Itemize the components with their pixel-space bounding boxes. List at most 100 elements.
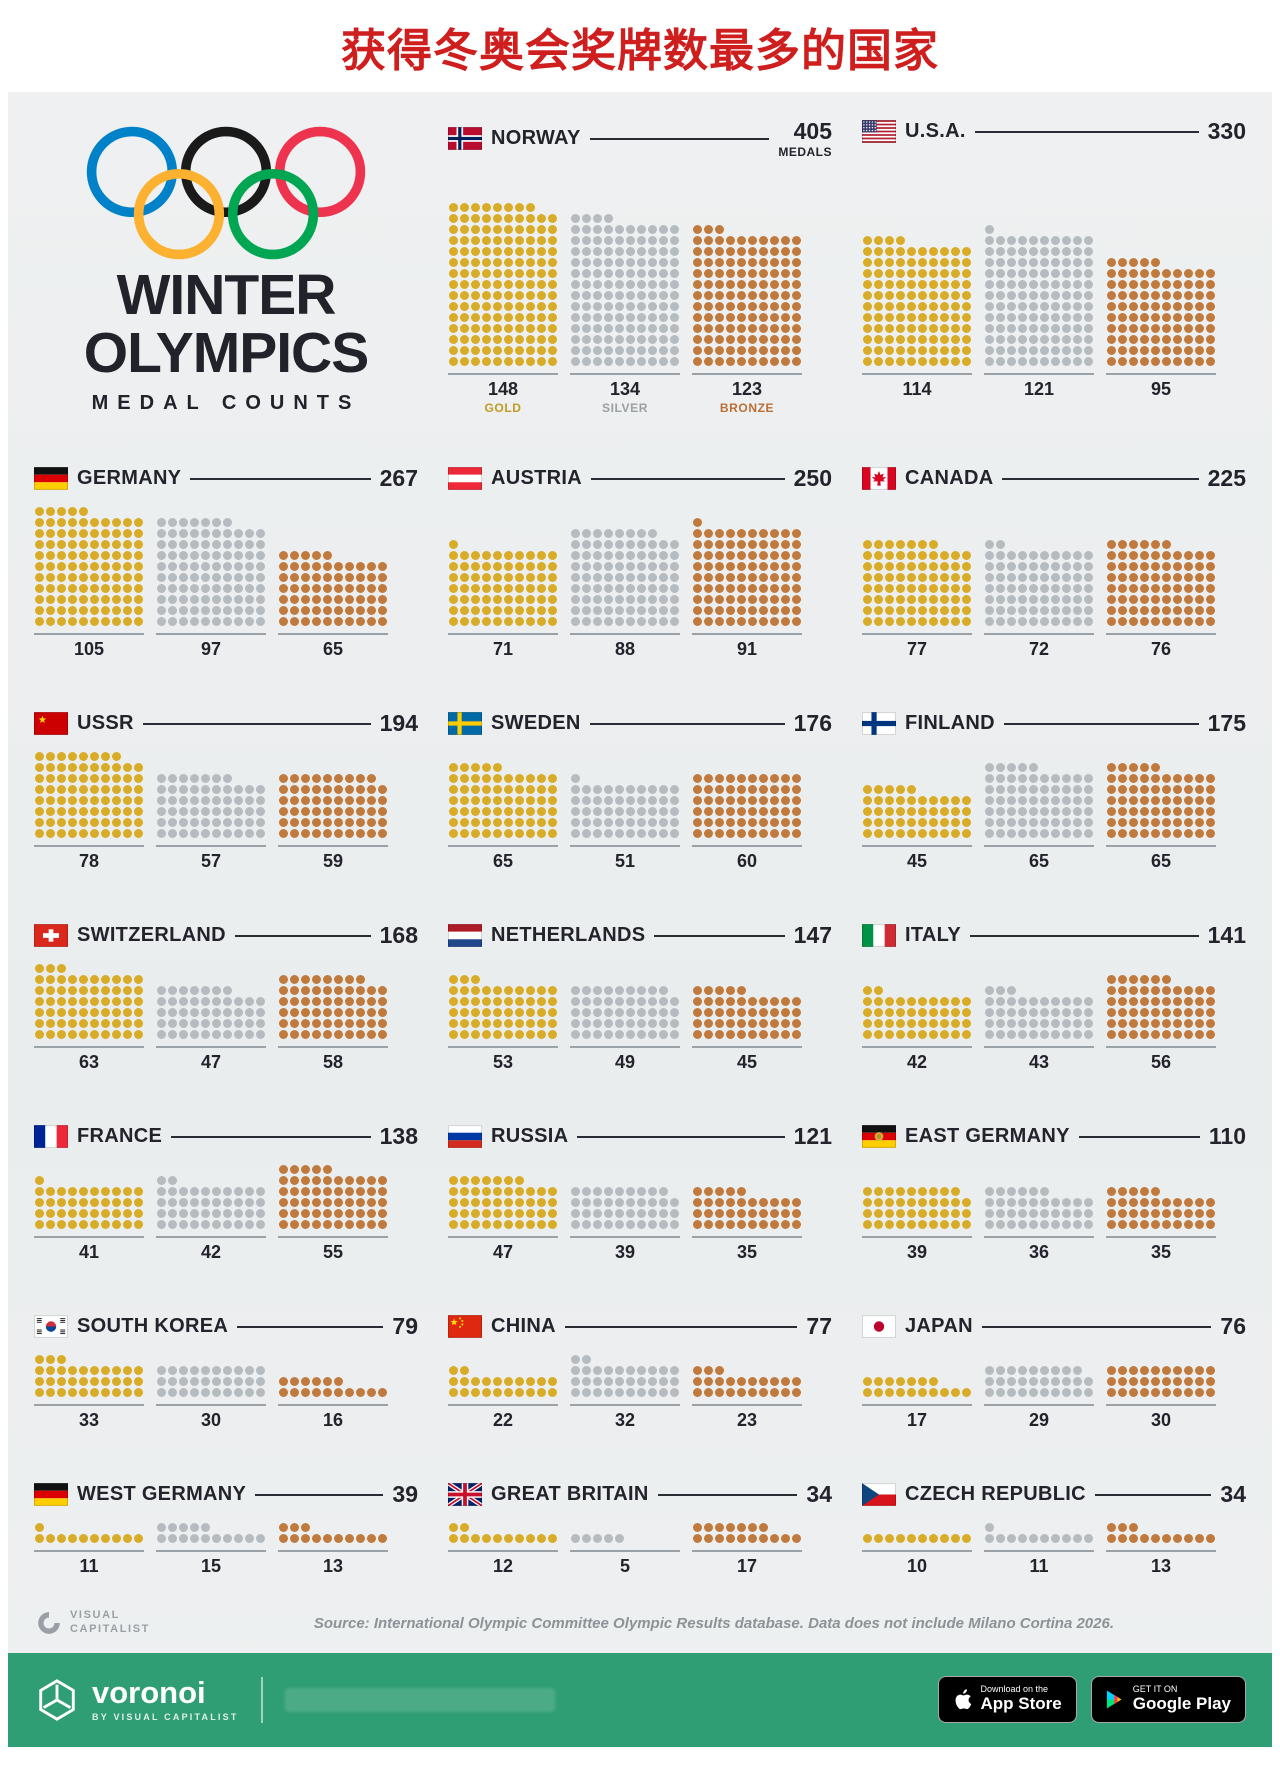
gold-rule <box>34 845 144 848</box>
medal-group-silver: 29 <box>984 1365 1094 1431</box>
bronze-rule <box>1106 1236 1216 1239</box>
gold-dot-grid <box>34 1522 144 1544</box>
country-total-wrap: 110 <box>1209 1123 1246 1150</box>
bronze-dot-grid <box>1106 539 1216 627</box>
medal-group-bronze: 35 <box>1106 1186 1216 1263</box>
country-card-switzerland: SWITZERLAND 168 63 47 58 <box>34 922 418 1073</box>
bronze-rule <box>1106 1550 1216 1553</box>
country-name: FINLAND <box>905 712 995 735</box>
medal-group-gold: 71 <box>448 539 558 660</box>
gold-count: 114 <box>902 379 932 400</box>
medal-group-gold: 41 <box>34 1175 144 1263</box>
gold-dot-grid <box>862 1376 972 1398</box>
medal-group-gold: 42 <box>862 985 972 1073</box>
bronze-count: 59 <box>322 851 344 872</box>
header-rule <box>654 934 785 937</box>
silver-count: 32 <box>614 1410 636 1431</box>
gold-rule <box>34 1550 144 1553</box>
medal-group-silver: 121 <box>984 224 1094 415</box>
silver-dot-grid <box>156 985 266 1040</box>
bronze-count: 56 <box>1150 1052 1172 1073</box>
medal-group-silver: 49 <box>570 985 680 1073</box>
medal-group-gold: 39 <box>862 1186 972 1263</box>
medal-group-gold: 77 <box>862 539 972 660</box>
flag-austria-icon <box>448 467 482 491</box>
gold-dot-grid <box>862 235 972 367</box>
label-spacer <box>1106 401 1216 415</box>
country-total: 330 <box>1207 118 1246 144</box>
country-name: NETHERLANDS <box>491 924 646 947</box>
medal-groups: 41 42 55 <box>34 1164 418 1263</box>
header-rule <box>190 477 371 480</box>
flag-south_korea-icon <box>34 1315 68 1339</box>
gold-dot-grid <box>34 751 144 839</box>
medal-group-silver: 42 <box>156 1175 266 1263</box>
app-store-badge[interactable]: Download on the App Store <box>937 1676 1077 1724</box>
silver-count: 65 <box>1028 851 1050 872</box>
country-total-wrap: 250 <box>794 465 832 492</box>
medal-group-bronze: 91 <box>692 517 802 660</box>
voronoi-wordmark: voronoi <box>92 1675 206 1711</box>
country-name: SWITZERLAND <box>77 924 226 947</box>
country-name: GREAT BRITAIN <box>491 1483 649 1506</box>
medal-groups: 71 88 91 <box>448 506 832 660</box>
country-total: 176 <box>793 710 832 737</box>
google-play-badge-top: GET IT ON <box>1132 1684 1178 1695</box>
footer-row: VISUAL CAPITALIST Source: International … <box>8 1587 1272 1653</box>
silver-dot-grid <box>984 539 1094 627</box>
country-card-finland: FINLAND 175 45 65 65 <box>862 710 1246 872</box>
country-total: 267 <box>379 465 418 492</box>
silver-rule <box>156 1236 266 1239</box>
header-rule <box>237 1325 384 1328</box>
medal-groups: 42 43 56 <box>862 963 1246 1073</box>
medal-groups: 65 51 60 <box>448 751 832 872</box>
country-name: RUSSIA <box>491 1125 569 1148</box>
bronze-dot-grid <box>1106 1186 1216 1230</box>
country-card-japan: JAPAN 76 17 29 30 <box>862 1313 1246 1431</box>
silver-rule <box>156 1550 266 1553</box>
header-rule <box>589 722 785 725</box>
silver-count: 30 <box>200 1410 222 1431</box>
country-total-wrap: 121 <box>794 1123 832 1150</box>
bronze-rule <box>278 1550 388 1553</box>
country-card-west_germany: WEST GERMANY 39 11 15 13 <box>34 1481 418 1577</box>
bronze-dot-grid <box>1106 762 1216 839</box>
country-card-east_germany: EAST GERMANY 110 39 36 35 <box>862 1123 1246 1263</box>
country-name: ITALY <box>905 924 961 947</box>
country-total: 39 <box>392 1481 418 1508</box>
medal-group-gold: 65 <box>448 762 558 872</box>
silver-count: 43 <box>1028 1052 1050 1073</box>
bronze-rule <box>1106 373 1216 376</box>
country-total: 76 <box>1220 1313 1246 1340</box>
medal-group-silver: 72 <box>984 539 1094 660</box>
country-name: GERMANY <box>77 467 182 490</box>
page-title: 获得冬奥会奖牌数最多的国家 <box>340 24 939 76</box>
medal-groups: 45 65 65 <box>862 751 1246 872</box>
country-name: AUSTRIA <box>491 467 582 490</box>
google-play-badge[interactable]: GET IT ON Google Play <box>1090 1676 1246 1724</box>
medal-group-bronze: 16 <box>278 1376 388 1431</box>
bronze-count: 35 <box>1150 1242 1172 1263</box>
medal-group-bronze: 45 <box>692 985 802 1073</box>
flag-japan-icon <box>862 1315 896 1339</box>
country-header: GERMANY 267 <box>34 465 418 492</box>
silver-count: 134 <box>609 379 641 400</box>
bronze-dot-grid <box>692 1522 802 1544</box>
medal-group-silver: 65 <box>984 762 1094 872</box>
country-name: CANADA <box>905 467 994 490</box>
country-name: WEST GERMANY <box>77 1483 247 1506</box>
bronze-rule <box>692 845 802 848</box>
gold-count: 17 <box>906 1410 928 1431</box>
footer-divider <box>260 1676 263 1723</box>
country-header: SWEDEN 176 <box>448 710 832 737</box>
medal-group-silver: 134 SILVER <box>570 213 680 415</box>
gold-dot-grid <box>448 539 558 627</box>
visual-capitalist-logo: VISUAL CAPITALIST <box>36 1609 150 1637</box>
header-rule <box>577 1135 785 1138</box>
country-total: 34 <box>1220 1481 1246 1508</box>
gold-count: 47 <box>492 1242 514 1263</box>
medal-group-bronze: 123 BRONZE <box>692 224 802 415</box>
medal-group-gold: 78 <box>34 751 144 872</box>
bronze-count: 16 <box>322 1410 344 1431</box>
medal-group-bronze: 60 <box>692 773 802 872</box>
